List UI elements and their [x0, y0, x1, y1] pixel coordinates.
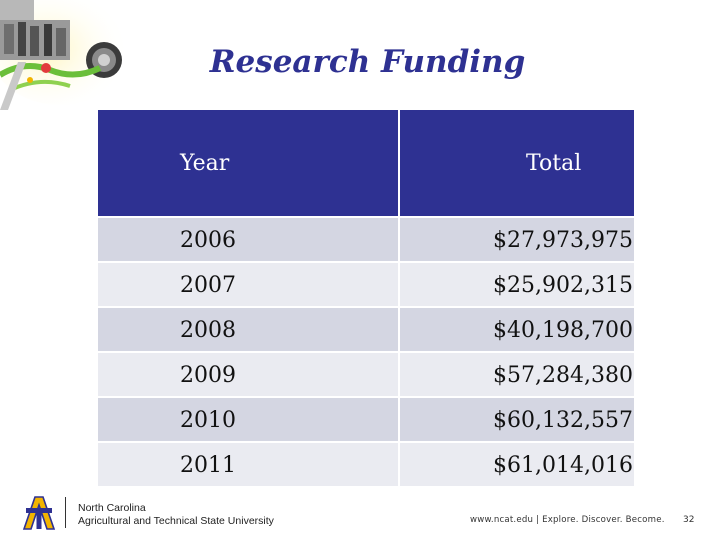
- column-header-total: Total: [398, 108, 636, 218]
- campus-collage-icon: [0, 0, 130, 110]
- table-header-row: Year Total: [95, 108, 636, 218]
- footer-divider: [65, 497, 66, 528]
- page-number: 32: [683, 515, 695, 525]
- table-row: 2006 $27,973,975: [95, 216, 636, 263]
- total-cell: $60,132,557: [398, 396, 636, 443]
- year-cell: 2006: [95, 216, 401, 263]
- university-name: North Carolina Agricultural and Technica…: [78, 502, 274, 528]
- table-row: 2007 $25,902,315: [95, 261, 636, 308]
- research-funding-table: Year Total 2006 $27,973,975 2007 $25,902…: [95, 108, 636, 488]
- table-row: 2009 $57,284,380: [95, 351, 636, 398]
- table-row: 2011 $61,014,016: [95, 441, 636, 488]
- year-cell: 2010: [95, 396, 401, 443]
- table-row: 2010 $60,132,557: [95, 396, 636, 443]
- footer-website: www.ncat.edu | Explore. Discover. Become…: [470, 515, 665, 525]
- table-row: 2008 $40,198,700: [95, 306, 636, 353]
- total-cell: $27,973,975: [398, 216, 636, 263]
- year-cell: 2007: [95, 261, 401, 308]
- total-cell: $25,902,315: [398, 261, 636, 308]
- year-cell: 2008: [95, 306, 401, 353]
- total-cell: $40,198,700: [398, 306, 636, 353]
- total-cell: $57,284,380: [398, 351, 636, 398]
- year-cell: 2009: [95, 351, 401, 398]
- total-cell: $61,014,016: [398, 441, 636, 488]
- year-cell: 2011: [95, 441, 401, 488]
- slide-title: Research Funding: [209, 44, 526, 80]
- aggie-at-logo-icon: [22, 496, 56, 530]
- column-header-year: Year: [95, 108, 401, 218]
- university-name-line1: North Carolina: [78, 502, 146, 514]
- university-name-line2: Agricultural and Technical State Univers…: [78, 515, 274, 527]
